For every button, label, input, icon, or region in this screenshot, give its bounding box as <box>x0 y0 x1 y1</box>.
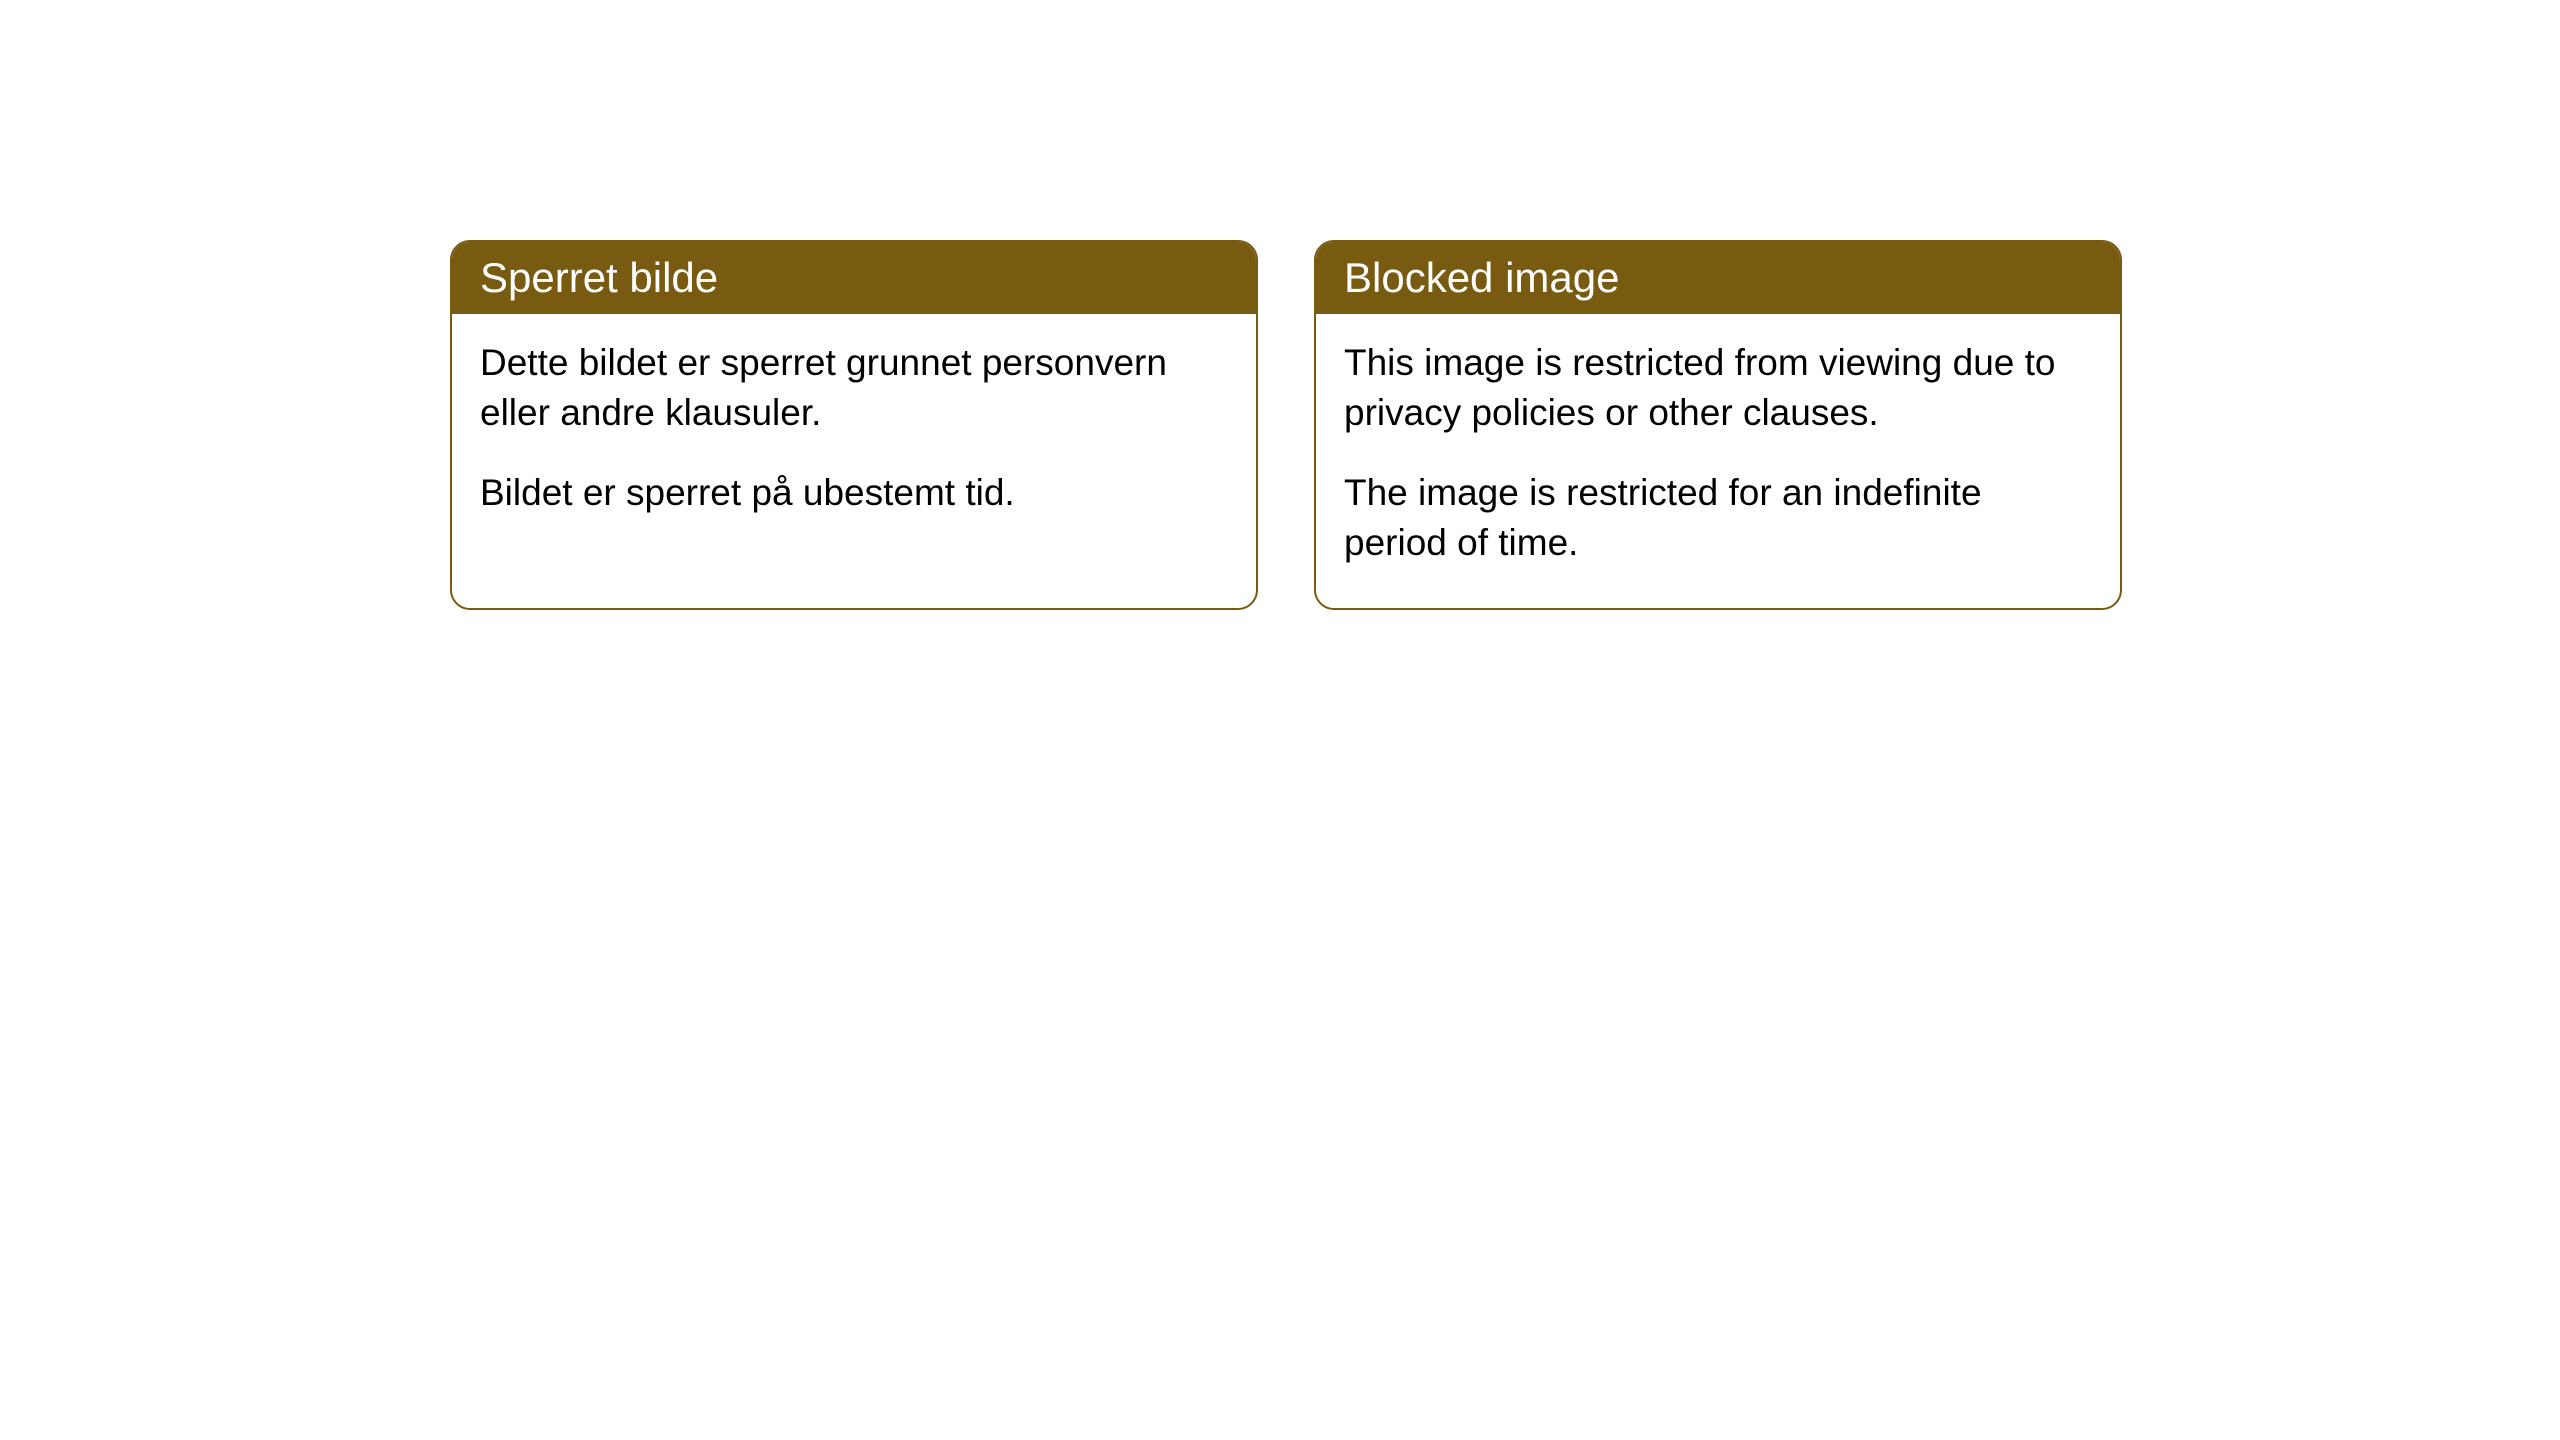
card-paragraph: This image is restricted from viewing du… <box>1344 338 2092 438</box>
card-title: Sperret bilde <box>480 254 718 301</box>
card-body-norwegian: Dette bildet er sperret grunnet personve… <box>452 314 1256 558</box>
card-header-english: Blocked image <box>1316 242 2120 314</box>
message-cards-container: Sperret bilde Dette bildet er sperret gr… <box>450 240 2122 610</box>
card-paragraph: Bildet er sperret på ubestemt tid. <box>480 468 1228 518</box>
card-title: Blocked image <box>1344 254 1619 301</box>
card-body-english: This image is restricted from viewing du… <box>1316 314 2120 608</box>
card-paragraph: Dette bildet er sperret grunnet personve… <box>480 338 1228 438</box>
card-header-norwegian: Sperret bilde <box>452 242 1256 314</box>
card-english: Blocked image This image is restricted f… <box>1314 240 2122 610</box>
card-paragraph: The image is restricted for an indefinit… <box>1344 468 2092 568</box>
card-norwegian: Sperret bilde Dette bildet er sperret gr… <box>450 240 1258 610</box>
